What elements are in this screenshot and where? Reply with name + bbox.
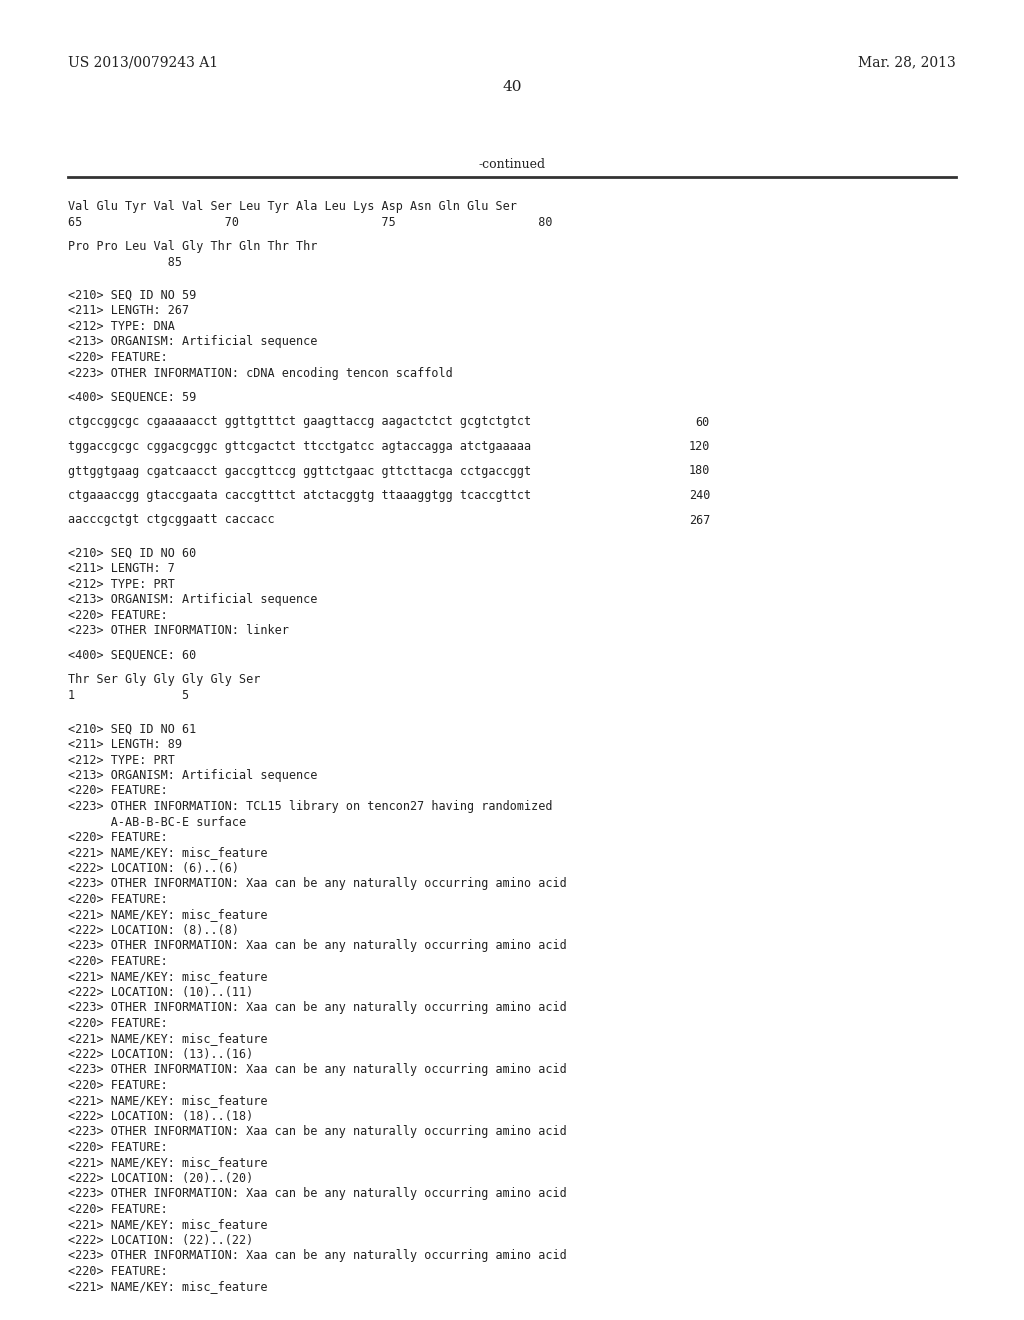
Text: 65                    70                    75                    80: 65 70 75 80 [68,215,553,228]
Text: <220> FEATURE:: <220> FEATURE: [68,1078,168,1092]
Text: Thr Ser Gly Gly Gly Gly Ser: Thr Ser Gly Gly Gly Gly Ser [68,673,260,686]
Text: <220> FEATURE:: <220> FEATURE: [68,1203,168,1216]
Text: <221> NAME/KEY: misc_feature: <221> NAME/KEY: misc_feature [68,1156,267,1170]
Text: <220> FEATURE:: <220> FEATURE: [68,1016,168,1030]
Text: Mar. 28, 2013: Mar. 28, 2013 [858,55,956,69]
Text: <221> NAME/KEY: misc_feature: <221> NAME/KEY: misc_feature [68,1094,267,1107]
Text: <222> LOCATION: (18)..(18): <222> LOCATION: (18)..(18) [68,1110,253,1123]
Text: <223> OTHER INFORMATION: Xaa can be any naturally occurring amino acid: <223> OTHER INFORMATION: Xaa can be any … [68,1126,566,1138]
Text: <220> FEATURE:: <220> FEATURE: [68,1140,168,1154]
Text: <211> LENGTH: 267: <211> LENGTH: 267 [68,305,189,318]
Text: 1               5: 1 5 [68,689,189,702]
Text: <223> OTHER INFORMATION: Xaa can be any naturally occurring amino acid: <223> OTHER INFORMATION: Xaa can be any … [68,1064,566,1077]
Text: <223> OTHER INFORMATION: Xaa can be any naturally occurring amino acid: <223> OTHER INFORMATION: Xaa can be any … [68,878,566,891]
Text: <212> TYPE: PRT: <212> TYPE: PRT [68,754,175,767]
Text: <400> SEQUENCE: 59: <400> SEQUENCE: 59 [68,391,197,404]
Text: <213> ORGANISM: Artificial sequence: <213> ORGANISM: Artificial sequence [68,770,317,781]
Text: A-AB-B-BC-E surface: A-AB-B-BC-E surface [68,816,246,829]
Text: <221> NAME/KEY: misc_feature: <221> NAME/KEY: misc_feature [68,1218,267,1232]
Text: <223> OTHER INFORMATION: Xaa can be any naturally occurring amino acid: <223> OTHER INFORMATION: Xaa can be any … [68,1250,566,1262]
Text: Val Glu Tyr Val Val Ser Leu Tyr Ala Leu Lys Asp Asn Gln Glu Ser: Val Glu Tyr Val Val Ser Leu Tyr Ala Leu … [68,201,517,213]
Text: <220> FEATURE:: <220> FEATURE: [68,351,168,364]
Text: <222> LOCATION: (10)..(11): <222> LOCATION: (10)..(11) [68,986,253,999]
Text: <211> LENGTH: 89: <211> LENGTH: 89 [68,738,182,751]
Text: <210> SEQ ID NO 60: <210> SEQ ID NO 60 [68,546,197,560]
Text: <221> NAME/KEY: misc_feature: <221> NAME/KEY: misc_feature [68,908,267,921]
Text: <223> OTHER INFORMATION: TCL15 library on tencon27 having randomized: <223> OTHER INFORMATION: TCL15 library o… [68,800,553,813]
Text: <223> OTHER INFORMATION: cDNA encoding tencon scaffold: <223> OTHER INFORMATION: cDNA encoding t… [68,367,453,380]
Text: <220> FEATURE:: <220> FEATURE: [68,832,168,843]
Text: tggaccgcgc cggacgcggc gttcgactct ttcctgatcc agtaccagga atctgaaaaa: tggaccgcgc cggacgcggc gttcgactct ttcctga… [68,440,531,453]
Text: <220> FEATURE:: <220> FEATURE: [68,894,168,906]
Text: 180: 180 [688,465,710,478]
Text: ctgccggcgc cgaaaaacct ggttgtttct gaagttaccg aagactctct gcgtctgtct: ctgccggcgc cgaaaaacct ggttgtttct gaagtta… [68,416,531,429]
Text: 267: 267 [688,513,710,527]
Text: <220> FEATURE:: <220> FEATURE: [68,1265,168,1278]
Text: 120: 120 [688,440,710,453]
Text: Pro Pro Leu Val Gly Thr Gln Thr Thr: Pro Pro Leu Val Gly Thr Gln Thr Thr [68,240,317,253]
Text: gttggtgaag cgatcaacct gaccgttccg ggttctgaac gttcttacga cctgaccggt: gttggtgaag cgatcaacct gaccgttccg ggttctg… [68,465,531,478]
Text: 60: 60 [695,416,710,429]
Text: <220> FEATURE:: <220> FEATURE: [68,954,168,968]
Text: US 2013/0079243 A1: US 2013/0079243 A1 [68,55,218,69]
Text: <222> LOCATION: (20)..(20): <222> LOCATION: (20)..(20) [68,1172,253,1185]
Text: <221> NAME/KEY: misc_feature: <221> NAME/KEY: misc_feature [68,1032,267,1045]
Text: 85: 85 [68,256,182,268]
Text: <213> ORGANISM: Artificial sequence: <213> ORGANISM: Artificial sequence [68,335,317,348]
Text: <221> NAME/KEY: misc_feature: <221> NAME/KEY: misc_feature [68,970,267,983]
Text: <212> TYPE: DNA: <212> TYPE: DNA [68,319,175,333]
Text: <221> NAME/KEY: misc_feature: <221> NAME/KEY: misc_feature [68,846,267,859]
Text: <222> LOCATION: (13)..(16): <222> LOCATION: (13)..(16) [68,1048,253,1061]
Text: <222> LOCATION: (22)..(22): <222> LOCATION: (22)..(22) [68,1234,253,1247]
Text: <223> OTHER INFORMATION: Xaa can be any naturally occurring amino acid: <223> OTHER INFORMATION: Xaa can be any … [68,940,566,953]
Text: <223> OTHER INFORMATION: Xaa can be any naturally occurring amino acid: <223> OTHER INFORMATION: Xaa can be any … [68,1188,566,1200]
Text: -continued: -continued [478,158,546,172]
Text: <221> NAME/KEY: misc_feature: <221> NAME/KEY: misc_feature [68,1280,267,1294]
Text: <223> OTHER INFORMATION: linker: <223> OTHER INFORMATION: linker [68,624,289,638]
Text: <222> LOCATION: (8)..(8): <222> LOCATION: (8)..(8) [68,924,239,937]
Text: 40: 40 [502,81,522,94]
Text: <220> FEATURE:: <220> FEATURE: [68,784,168,797]
Text: <211> LENGTH: 7: <211> LENGTH: 7 [68,562,175,576]
Text: aacccgctgt ctgcggaatt caccacc: aacccgctgt ctgcggaatt caccacc [68,513,274,527]
Text: <400> SEQUENCE: 60: <400> SEQUENCE: 60 [68,649,197,663]
Text: <210> SEQ ID NO 61: <210> SEQ ID NO 61 [68,722,197,735]
Text: <210> SEQ ID NO 59: <210> SEQ ID NO 59 [68,289,197,302]
Text: 240: 240 [688,488,710,502]
Text: <213> ORGANISM: Artificial sequence: <213> ORGANISM: Artificial sequence [68,594,317,606]
Text: <223> OTHER INFORMATION: Xaa can be any naturally occurring amino acid: <223> OTHER INFORMATION: Xaa can be any … [68,1002,566,1015]
Text: ctgaaaccgg gtaccgaata caccgtttct atctacggtg ttaaaggtgg tcaccgttct: ctgaaaccgg gtaccgaata caccgtttct atctacg… [68,488,531,502]
Text: <212> TYPE: PRT: <212> TYPE: PRT [68,578,175,591]
Text: <222> LOCATION: (6)..(6): <222> LOCATION: (6)..(6) [68,862,239,875]
Text: <220> FEATURE:: <220> FEATURE: [68,609,168,622]
